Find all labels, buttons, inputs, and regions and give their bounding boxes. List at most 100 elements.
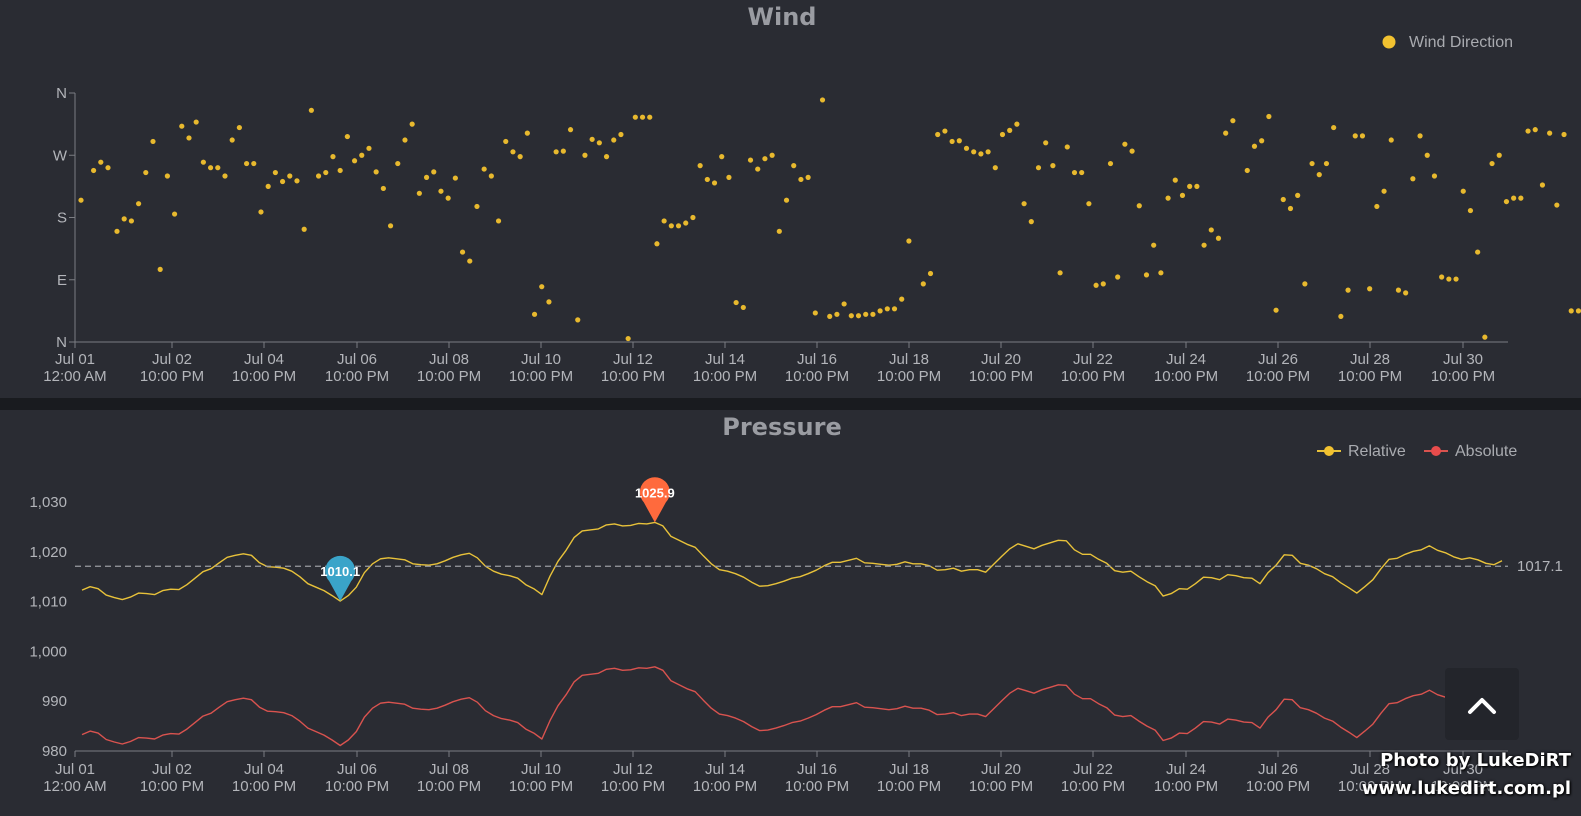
wind-points <box>78 97 1581 342</box>
wind-point <box>1424 152 1430 158</box>
wind-point <box>351 158 358 164</box>
wind-point <box>769 152 775 158</box>
legend-absolute[interactable]: Absolute <box>1424 443 1517 460</box>
wind-point <box>1273 307 1279 313</box>
x-tick-label-time: 10:00 PM <box>969 368 1033 385</box>
scroll-to-top-button[interactable] <box>1445 668 1519 740</box>
wind-point <box>243 160 250 167</box>
wind-point <box>1323 160 1330 167</box>
max-pressure-pin[interactable]: 1025.9 <box>635 477 675 523</box>
wind-point <box>711 180 718 186</box>
x-tick-label-time: 10:00 PM <box>877 368 941 385</box>
x-tick-label-date: Jul 08 <box>429 761 469 778</box>
wind-point <box>1539 182 1546 188</box>
wind-point <box>481 166 487 172</box>
x-tick-label-time: 10:00 PM <box>509 368 573 385</box>
wind-point <box>1208 227 1214 233</box>
wind-point <box>805 174 811 180</box>
wind-point <box>222 173 228 179</box>
wind-point <box>1028 219 1034 225</box>
wind-point <box>1525 128 1531 134</box>
wind-point <box>1143 272 1150 278</box>
wind-point <box>423 174 430 180</box>
x-tick-label-date: Jul 16 <box>797 351 837 368</box>
wind-point <box>1215 235 1222 241</box>
wind-point <box>1071 169 1078 176</box>
wind-point <box>438 188 444 194</box>
pressure-lines <box>81 521 1503 747</box>
x-tick-label-time: 10:00 PM <box>969 778 1033 795</box>
wind-y-tick-label: N <box>56 85 67 102</box>
wind-y-tick-label: E <box>57 272 67 289</box>
x-tick-label-time: 10:00 PM <box>693 778 757 795</box>
wind-point <box>200 159 206 165</box>
wind-point <box>1086 201 1092 207</box>
wind-y-tick-label: W <box>53 147 68 164</box>
x-tick-label-time: 10:00 PM <box>417 778 481 795</box>
wind-point <box>719 154 725 160</box>
x-tick-label-date: Jul 18 <box>889 761 929 778</box>
wind-point <box>1460 188 1466 194</box>
wind-point <box>560 148 566 154</box>
wind-point <box>1453 276 1459 282</box>
legend-relative[interactable]: Relative <box>1317 443 1406 460</box>
wind-point <box>1115 274 1121 280</box>
x-tick-label-date: Jul 02 <box>152 761 192 778</box>
wind-point <box>877 308 883 314</box>
wind-legend[interactable]: Wind Direction <box>1382 34 1514 51</box>
wind-point <box>1302 281 1308 287</box>
wind-point <box>726 174 732 180</box>
pressure-y-tick-label: 1,010 <box>29 594 67 611</box>
relative-pressure-line <box>81 521 1503 602</box>
wind-point <box>596 140 602 146</box>
wind-point <box>1475 249 1481 255</box>
wind-point <box>589 136 595 142</box>
wind-point <box>1050 163 1056 169</box>
wind-point <box>1561 131 1567 138</box>
x-tick-label-date: Jul 20 <box>981 761 1021 778</box>
wind-point <box>315 173 322 179</box>
wind-point <box>431 169 437 175</box>
x-tick-label-time: 10:00 PM <box>1338 778 1402 795</box>
x-tick-label-time: 12:00 AM <box>43 368 106 385</box>
x-tick-label-time: 10:00 PM <box>509 778 573 795</box>
x-tick-label-date: Jul 01 <box>55 351 95 368</box>
wind-point <box>762 156 768 162</box>
wind-point <box>567 127 574 133</box>
x-tick-label-time: 10:00 PM <box>325 368 389 385</box>
wind-point <box>1403 290 1409 296</box>
wind-point <box>899 296 905 302</box>
wind-point <box>229 137 235 143</box>
wind-point <box>992 165 998 171</box>
wind-point <box>1100 281 1106 287</box>
wind-point <box>1251 143 1258 149</box>
wind-point <box>135 201 142 207</box>
x-tick-label-time: 10:00 PM <box>1338 368 1402 385</box>
wind-point <box>1259 138 1265 144</box>
pressure-y-tick-label: 1,000 <box>29 643 67 660</box>
wind-point <box>1064 144 1070 150</box>
wind-point <box>90 167 97 174</box>
wind-point <box>733 299 739 306</box>
wind-point <box>150 138 156 145</box>
wind-point <box>143 169 149 176</box>
wind-point <box>344 133 350 140</box>
wind-point <box>884 306 890 312</box>
wind-point <box>1568 308 1574 314</box>
min-pressure-pin[interactable]: 1010.1 <box>320 555 360 602</box>
x-tick-label-time: 10:00 PM <box>785 368 849 385</box>
wind-point <box>294 178 300 184</box>
wind-point <box>114 228 120 234</box>
wind-point <box>1489 160 1495 167</box>
wind-point <box>906 238 912 244</box>
wind-point <box>1503 198 1510 205</box>
wind-point <box>373 169 379 175</box>
wind-point <box>855 313 862 319</box>
wind-point <box>323 169 329 176</box>
wind-point <box>834 311 840 317</box>
wind-y-tick-label: N <box>56 334 67 351</box>
wind-point <box>193 119 199 125</box>
wind-point <box>395 160 401 167</box>
wind-point <box>1014 121 1020 127</box>
x-tick-label-date: Jul 01 <box>55 761 95 778</box>
